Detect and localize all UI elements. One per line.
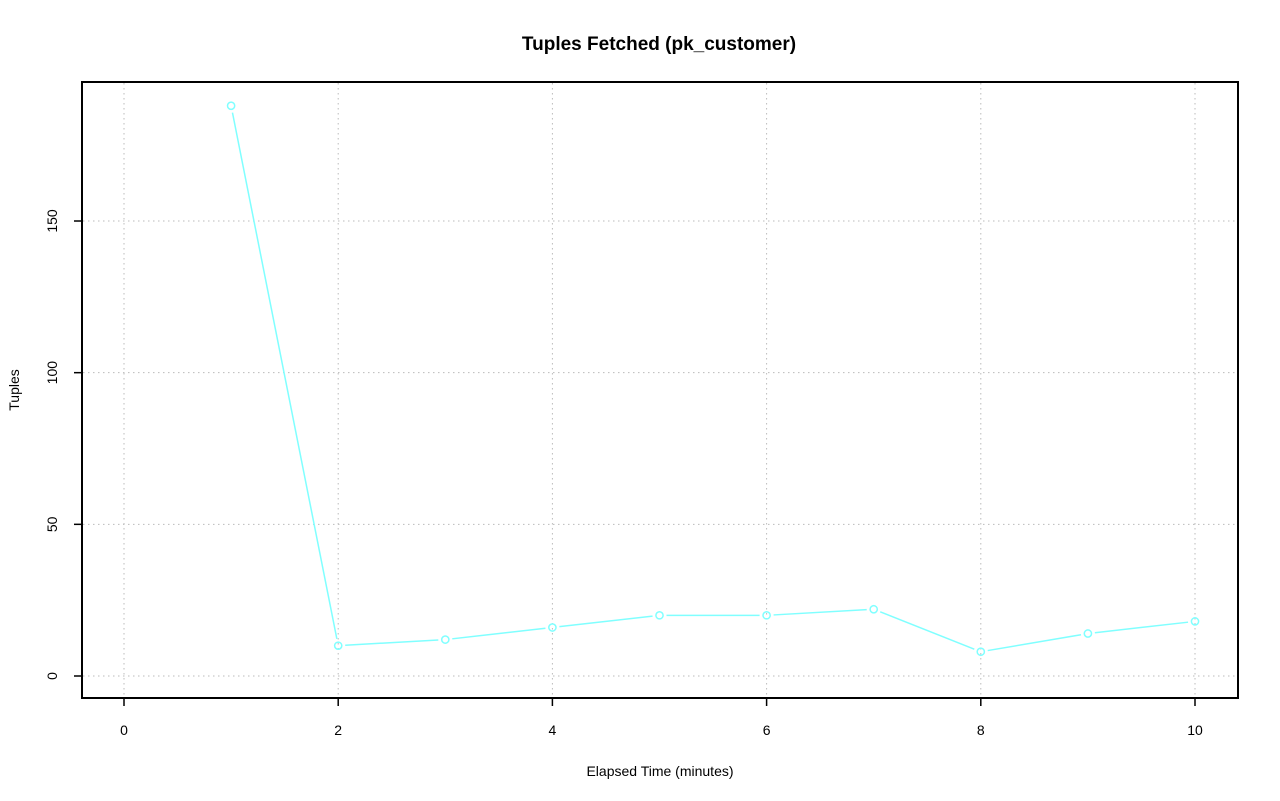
data-point [655, 610, 664, 620]
y-tick-label: 150 [44, 209, 60, 233]
data-point [869, 604, 879, 614]
x-tick-label: 6 [763, 722, 771, 738]
data-point [762, 610, 771, 620]
data-point [333, 641, 343, 651]
y-tick-label: 0 [44, 672, 60, 680]
series-segment [987, 633, 1082, 652]
series-segment [559, 615, 653, 628]
x-tick-label: 8 [977, 722, 985, 738]
y-axis-label: Tuples [6, 369, 22, 411]
x-tick-label: 0 [120, 722, 128, 738]
series [226, 101, 1200, 657]
chart-title: Tuples Fetched (pk_customer) [522, 34, 796, 55]
series-segment [1094, 621, 1189, 634]
x-tick-label: 10 [1187, 722, 1203, 738]
data-point [1190, 617, 1200, 626]
series-segment [452, 627, 546, 640]
series-segment [345, 639, 439, 647]
plot-frame [81, 81, 1239, 699]
series-segment [879, 611, 975, 650]
data-point [1083, 629, 1093, 638]
x-tick-label: 2 [334, 722, 342, 738]
x-axis-label: Elapsed Time (minutes) [586, 763, 733, 779]
grid [83, 83, 1237, 697]
y-axis: 0 50 100 150 [44, 209, 82, 680]
series-segment [773, 608, 867, 616]
data-point [440, 635, 450, 644]
x-axis: 0 2 4 6 8 10 [120, 698, 1203, 738]
data-point [226, 101, 236, 111]
series-segment [231, 112, 338, 639]
y-tick-label: 50 [44, 516, 60, 532]
data-point [976, 647, 986, 657]
x-tick-label: 4 [549, 722, 557, 738]
data-point [548, 623, 557, 632]
y-tick-label: 100 [44, 361, 60, 385]
